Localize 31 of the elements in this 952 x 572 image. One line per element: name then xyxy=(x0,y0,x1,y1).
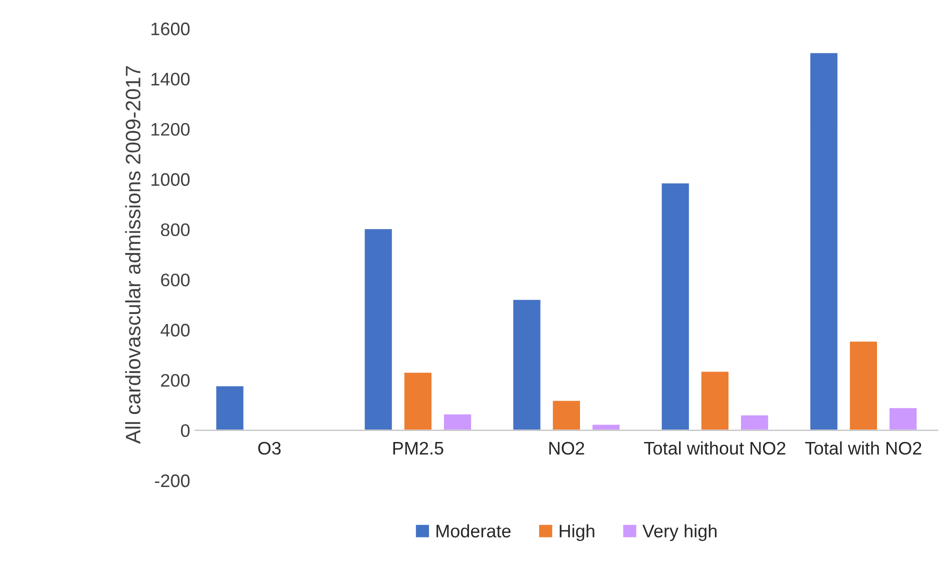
y-tick-label: 800 xyxy=(160,223,190,236)
bar xyxy=(512,298,542,431)
legend-label: High xyxy=(560,524,594,542)
bar xyxy=(442,413,472,431)
y-axis-title: All cardiovascular admissions 2009-2017 xyxy=(125,66,140,444)
bar xyxy=(808,52,839,431)
y-tick-label: 1200 xyxy=(152,122,190,136)
bar xyxy=(402,371,433,431)
bar xyxy=(888,406,918,431)
y-tick-label: -200 xyxy=(154,474,190,488)
y-tick-label: 600 xyxy=(161,274,190,286)
legend-label: Moderate xyxy=(436,524,511,538)
bar xyxy=(740,414,770,431)
x-tick-label: O3 xyxy=(258,442,281,455)
y-tick-label: 0 xyxy=(180,424,190,437)
y-tick-label: 1600 xyxy=(152,22,190,36)
x-tick-label: NO2 xyxy=(549,442,584,455)
y-tick-label: 1400 xyxy=(152,72,190,86)
bar xyxy=(700,370,730,431)
x-tick-label: Total with NO2 xyxy=(805,441,922,455)
bar xyxy=(660,182,690,431)
y-tick-label: 200 xyxy=(161,374,190,387)
bar xyxy=(363,228,394,431)
bar xyxy=(848,340,878,431)
y-tick-label: 1000 xyxy=(152,173,190,186)
x-tick-label: Total without NO2 xyxy=(644,441,786,455)
legend-label: Very high xyxy=(642,524,716,542)
y-tick-label: 400 xyxy=(160,324,190,337)
x-tick-label: PM2.5 xyxy=(393,442,444,455)
bar xyxy=(551,399,582,431)
bar xyxy=(214,384,245,431)
